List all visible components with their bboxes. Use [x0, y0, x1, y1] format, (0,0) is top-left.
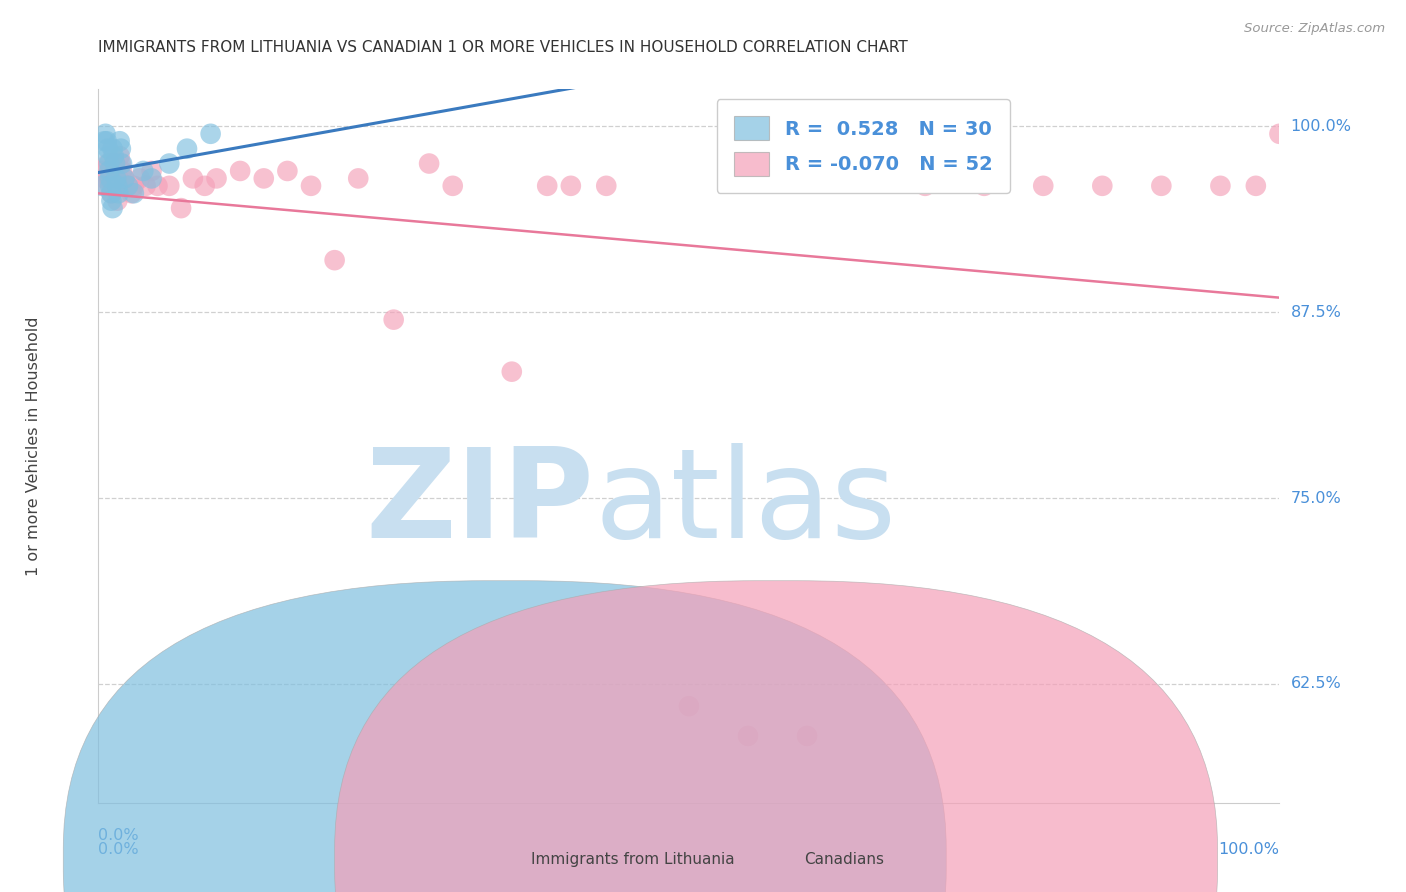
Point: [112, 171, 135, 186]
Point: [157, 156, 180, 170]
Point: [181, 171, 204, 186]
Point: [1268, 127, 1291, 141]
Point: [1244, 178, 1267, 193]
Point: [441, 178, 464, 193]
Point: [94, 178, 117, 193]
Point: [101, 201, 124, 215]
Text: 0.0%: 0.0%: [98, 828, 139, 843]
Point: [105, 171, 128, 186]
Text: 62.5%: 62.5%: [1291, 676, 1341, 691]
Text: Immigrants from Lithuania: Immigrants from Lithuania: [531, 853, 735, 867]
Point: [141, 171, 163, 186]
Point: [112, 171, 135, 186]
Point: [111, 156, 134, 170]
Point: [98, 171, 121, 186]
Point: [796, 729, 818, 743]
Point: [595, 178, 617, 193]
Point: [110, 156, 132, 170]
Point: [101, 142, 124, 156]
Point: [973, 178, 995, 193]
Text: IMMIGRANTS FROM LITHUANIA VS CANADIAN 1 OR MORE VEHICLES IN HOUSEHOLD CORRELATIO: IMMIGRANTS FROM LITHUANIA VS CANADIAN 1 …: [98, 40, 908, 55]
Point: [146, 178, 169, 193]
Point: [132, 164, 155, 178]
Point: [229, 164, 252, 178]
Point: [97, 149, 120, 163]
Point: [253, 171, 276, 186]
Point: [98, 156, 121, 170]
Point: [200, 127, 222, 141]
Point: [382, 312, 405, 326]
Point: [103, 149, 125, 163]
Point: [104, 156, 127, 170]
Text: 100.0%: 100.0%: [1291, 119, 1351, 134]
Text: 1 or more Vehicles in Household: 1 or more Vehicles in Household: [25, 317, 41, 575]
Point: [100, 186, 122, 201]
Point: [141, 164, 163, 178]
Point: [98, 171, 121, 186]
Point: [157, 178, 180, 193]
Point: [104, 156, 127, 170]
Point: [107, 186, 129, 201]
Point: [108, 134, 131, 148]
Point: [98, 164, 121, 178]
Point: [100, 186, 122, 201]
Point: [96, 134, 118, 148]
Point: [98, 164, 121, 178]
Point: [105, 178, 128, 193]
Point: [501, 365, 523, 379]
Point: [176, 142, 198, 156]
Point: [121, 186, 143, 201]
Point: [128, 171, 150, 186]
Point: [536, 178, 558, 193]
Point: [100, 194, 122, 208]
Point: [1209, 178, 1232, 193]
Point: [105, 178, 128, 193]
Point: [117, 178, 139, 193]
Text: Source: ZipAtlas.com: Source: ZipAtlas.com: [1244, 22, 1385, 36]
Legend: R =  0.528   N = 30, R = -0.070   N = 52: R = 0.528 N = 30, R = -0.070 N = 52: [717, 99, 1010, 193]
Point: [914, 178, 936, 193]
Point: [91, 164, 114, 178]
Point: [560, 178, 582, 193]
Point: [101, 171, 124, 186]
Point: [323, 253, 346, 268]
Point: [107, 171, 129, 186]
Text: 100.0%: 100.0%: [1219, 842, 1279, 857]
Point: [111, 164, 134, 178]
Point: [105, 194, 128, 208]
Point: [97, 156, 120, 170]
Point: [122, 178, 145, 193]
Point: [1091, 178, 1114, 193]
Point: [418, 156, 440, 170]
Point: [1150, 178, 1173, 193]
Text: Canadians: Canadians: [804, 853, 884, 867]
Point: [122, 186, 145, 201]
Point: [678, 699, 700, 714]
Text: atlas: atlas: [595, 442, 897, 564]
Point: [737, 729, 759, 743]
Point: [194, 178, 217, 193]
Point: [170, 201, 193, 215]
Point: [93, 134, 115, 148]
Point: [94, 127, 117, 141]
Point: [110, 142, 132, 156]
Text: 0.0%: 0.0%: [98, 842, 139, 857]
Point: [135, 178, 157, 193]
Text: 75.0%: 75.0%: [1291, 491, 1341, 506]
Text: 87.5%: 87.5%: [1291, 305, 1341, 319]
Point: [97, 142, 120, 156]
Point: [93, 171, 115, 186]
Point: [276, 164, 298, 178]
Text: ZIP: ZIP: [366, 442, 595, 564]
Point: [117, 178, 139, 193]
Point: [299, 178, 322, 193]
Point: [1032, 178, 1054, 193]
Point: [98, 178, 121, 193]
Point: [205, 171, 228, 186]
Point: [108, 149, 131, 163]
Point: [347, 171, 370, 186]
Point: [91, 178, 114, 193]
